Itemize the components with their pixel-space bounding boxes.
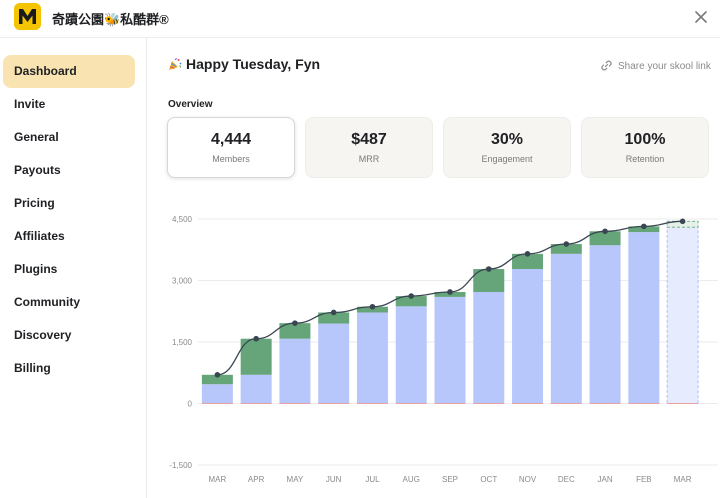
sidebar-item-general[interactable]: General (14, 130, 59, 144)
bar-existing (201, 384, 233, 404)
link-icon (601, 60, 612, 71)
share-link[interactable]: Share your skool link (600, 59, 711, 72)
close-button[interactable] (690, 6, 712, 28)
x-tick-label: FEB (636, 475, 652, 484)
main-content: Happy Tuesday, Fyn Share your skool link… (148, 38, 720, 498)
sidebar-item-plugins[interactable]: Plugins (14, 262, 58, 276)
total-members-point (641, 223, 647, 230)
sidebar-item-dashboard[interactable]: Dashboard (3, 55, 135, 88)
bar-new (550, 244, 582, 254)
bar-new (279, 323, 311, 339)
bar-existing (395, 306, 427, 404)
total-members-point (408, 293, 415, 299)
stat-value-mrr: $487 (351, 131, 387, 148)
bar-new (201, 374, 233, 385)
x-tick-label: JUN (326, 475, 342, 484)
greeting-text: Happy Tuesday, Fyn (186, 56, 321, 72)
total-members-point (679, 218, 686, 225)
x-tick-label: MAY (287, 475, 304, 484)
y-tick-label: 1,500 (172, 338, 193, 347)
x-tick-label: JUL (365, 475, 380, 484)
y-tick-label: 4,500 (172, 215, 193, 224)
total-members-point (369, 303, 376, 310)
total-members-point (602, 228, 608, 235)
x-tick-label: OCT (480, 475, 497, 484)
bar-new (589, 231, 621, 246)
bar-existing (318, 323, 350, 404)
bar-existing (279, 338, 311, 404)
y-tick-label: 3,000 (172, 277, 193, 286)
sidebar-item-discovery[interactable]: Discovery (14, 328, 72, 342)
bar-existing (473, 291, 505, 404)
top-bar: 奇蹟公園🐝私酷群® (0, 0, 720, 38)
x-tick-label: MAR (674, 475, 692, 484)
bar-existing (240, 374, 272, 404)
bar-new (473, 269, 505, 292)
x-tick-label: AUG (403, 475, 420, 484)
overview-heading: Overview (168, 99, 213, 110)
stat-label-retention: Retention (625, 154, 665, 164)
bar-projected (666, 220, 699, 404)
bar-existing (589, 245, 621, 404)
sidebar-item-billing[interactable]: Billing (14, 361, 51, 375)
bar-new (628, 226, 660, 233)
sidebar-item-pricing[interactable]: Pricing (14, 196, 55, 210)
stat-label-engagement: Engagement (481, 154, 533, 164)
sidebar: Dashboard Invite General Payouts Pricing… (0, 38, 147, 498)
bar-new (512, 253, 544, 270)
party-popper-icon (169, 58, 182, 70)
total-members-point (563, 241, 570, 247)
total-members-point (330, 309, 337, 316)
x-tick-label: JAN (598, 475, 613, 484)
stat-value-engagement: 30% (490, 131, 524, 148)
y-tick-label: 0 (188, 400, 193, 409)
bar-new (318, 312, 350, 324)
close-icon (695, 11, 707, 23)
x-tick-label: DEC (558, 475, 575, 484)
bar-new (240, 338, 272, 375)
members-chart: -1,500 0 1,500 3,000 4,500 MAR APR MAY JUN JUL AUG… (169, 215, 718, 484)
x-tick-label: NOV (519, 475, 537, 484)
total-members-point (214, 372, 221, 378)
x-tick-label: APR (248, 475, 265, 484)
bar-existing (356, 312, 388, 404)
stat-label-mrr: MRR (358, 154, 380, 164)
logo-m-icon (14, 3, 41, 30)
stat-card-engagement[interactable]: 30% Engagement (443, 117, 571, 178)
sidebar-item-affiliates[interactable]: Affiliates (14, 229, 65, 243)
app-title: 奇蹟公園🐝私酷群® (52, 12, 169, 27)
stat-value-retention: 100% (624, 131, 666, 148)
stat-card-retention[interactable]: 100% Retention (581, 117, 709, 178)
sidebar-item-community[interactable]: Community (14, 295, 80, 309)
sidebar-item-invite[interactable]: Invite (14, 97, 46, 111)
total-members-point (447, 289, 453, 295)
bar-existing (550, 253, 582, 404)
total-members-point (485, 266, 492, 272)
total-members-point (253, 335, 259, 342)
app-logo[interactable] (14, 3, 41, 30)
x-tick-label: MAR (208, 475, 226, 484)
x-tick-label: SEP (442, 475, 458, 484)
share-link-label: Share your skool link (618, 61, 711, 72)
page-title: Happy Tuesday, Fyn (168, 56, 320, 72)
total-members-point (524, 251, 531, 257)
stat-label-members: Members (212, 154, 250, 164)
stat-card-members[interactable]: 4,444 Members (167, 117, 295, 178)
bar-existing (512, 269, 544, 404)
stat-card-mrr[interactable]: $487 MRR (305, 117, 433, 178)
sidebar-item-payouts[interactable]: Payouts (14, 163, 61, 177)
bar-existing (434, 296, 466, 404)
stat-value-members: 4,444 (210, 131, 252, 148)
bar-new (395, 296, 427, 307)
bar-new (356, 306, 388, 313)
total-members-point (292, 320, 298, 326)
bar-existing (628, 232, 660, 404)
y-tick-label: -1,500 (169, 461, 192, 470)
